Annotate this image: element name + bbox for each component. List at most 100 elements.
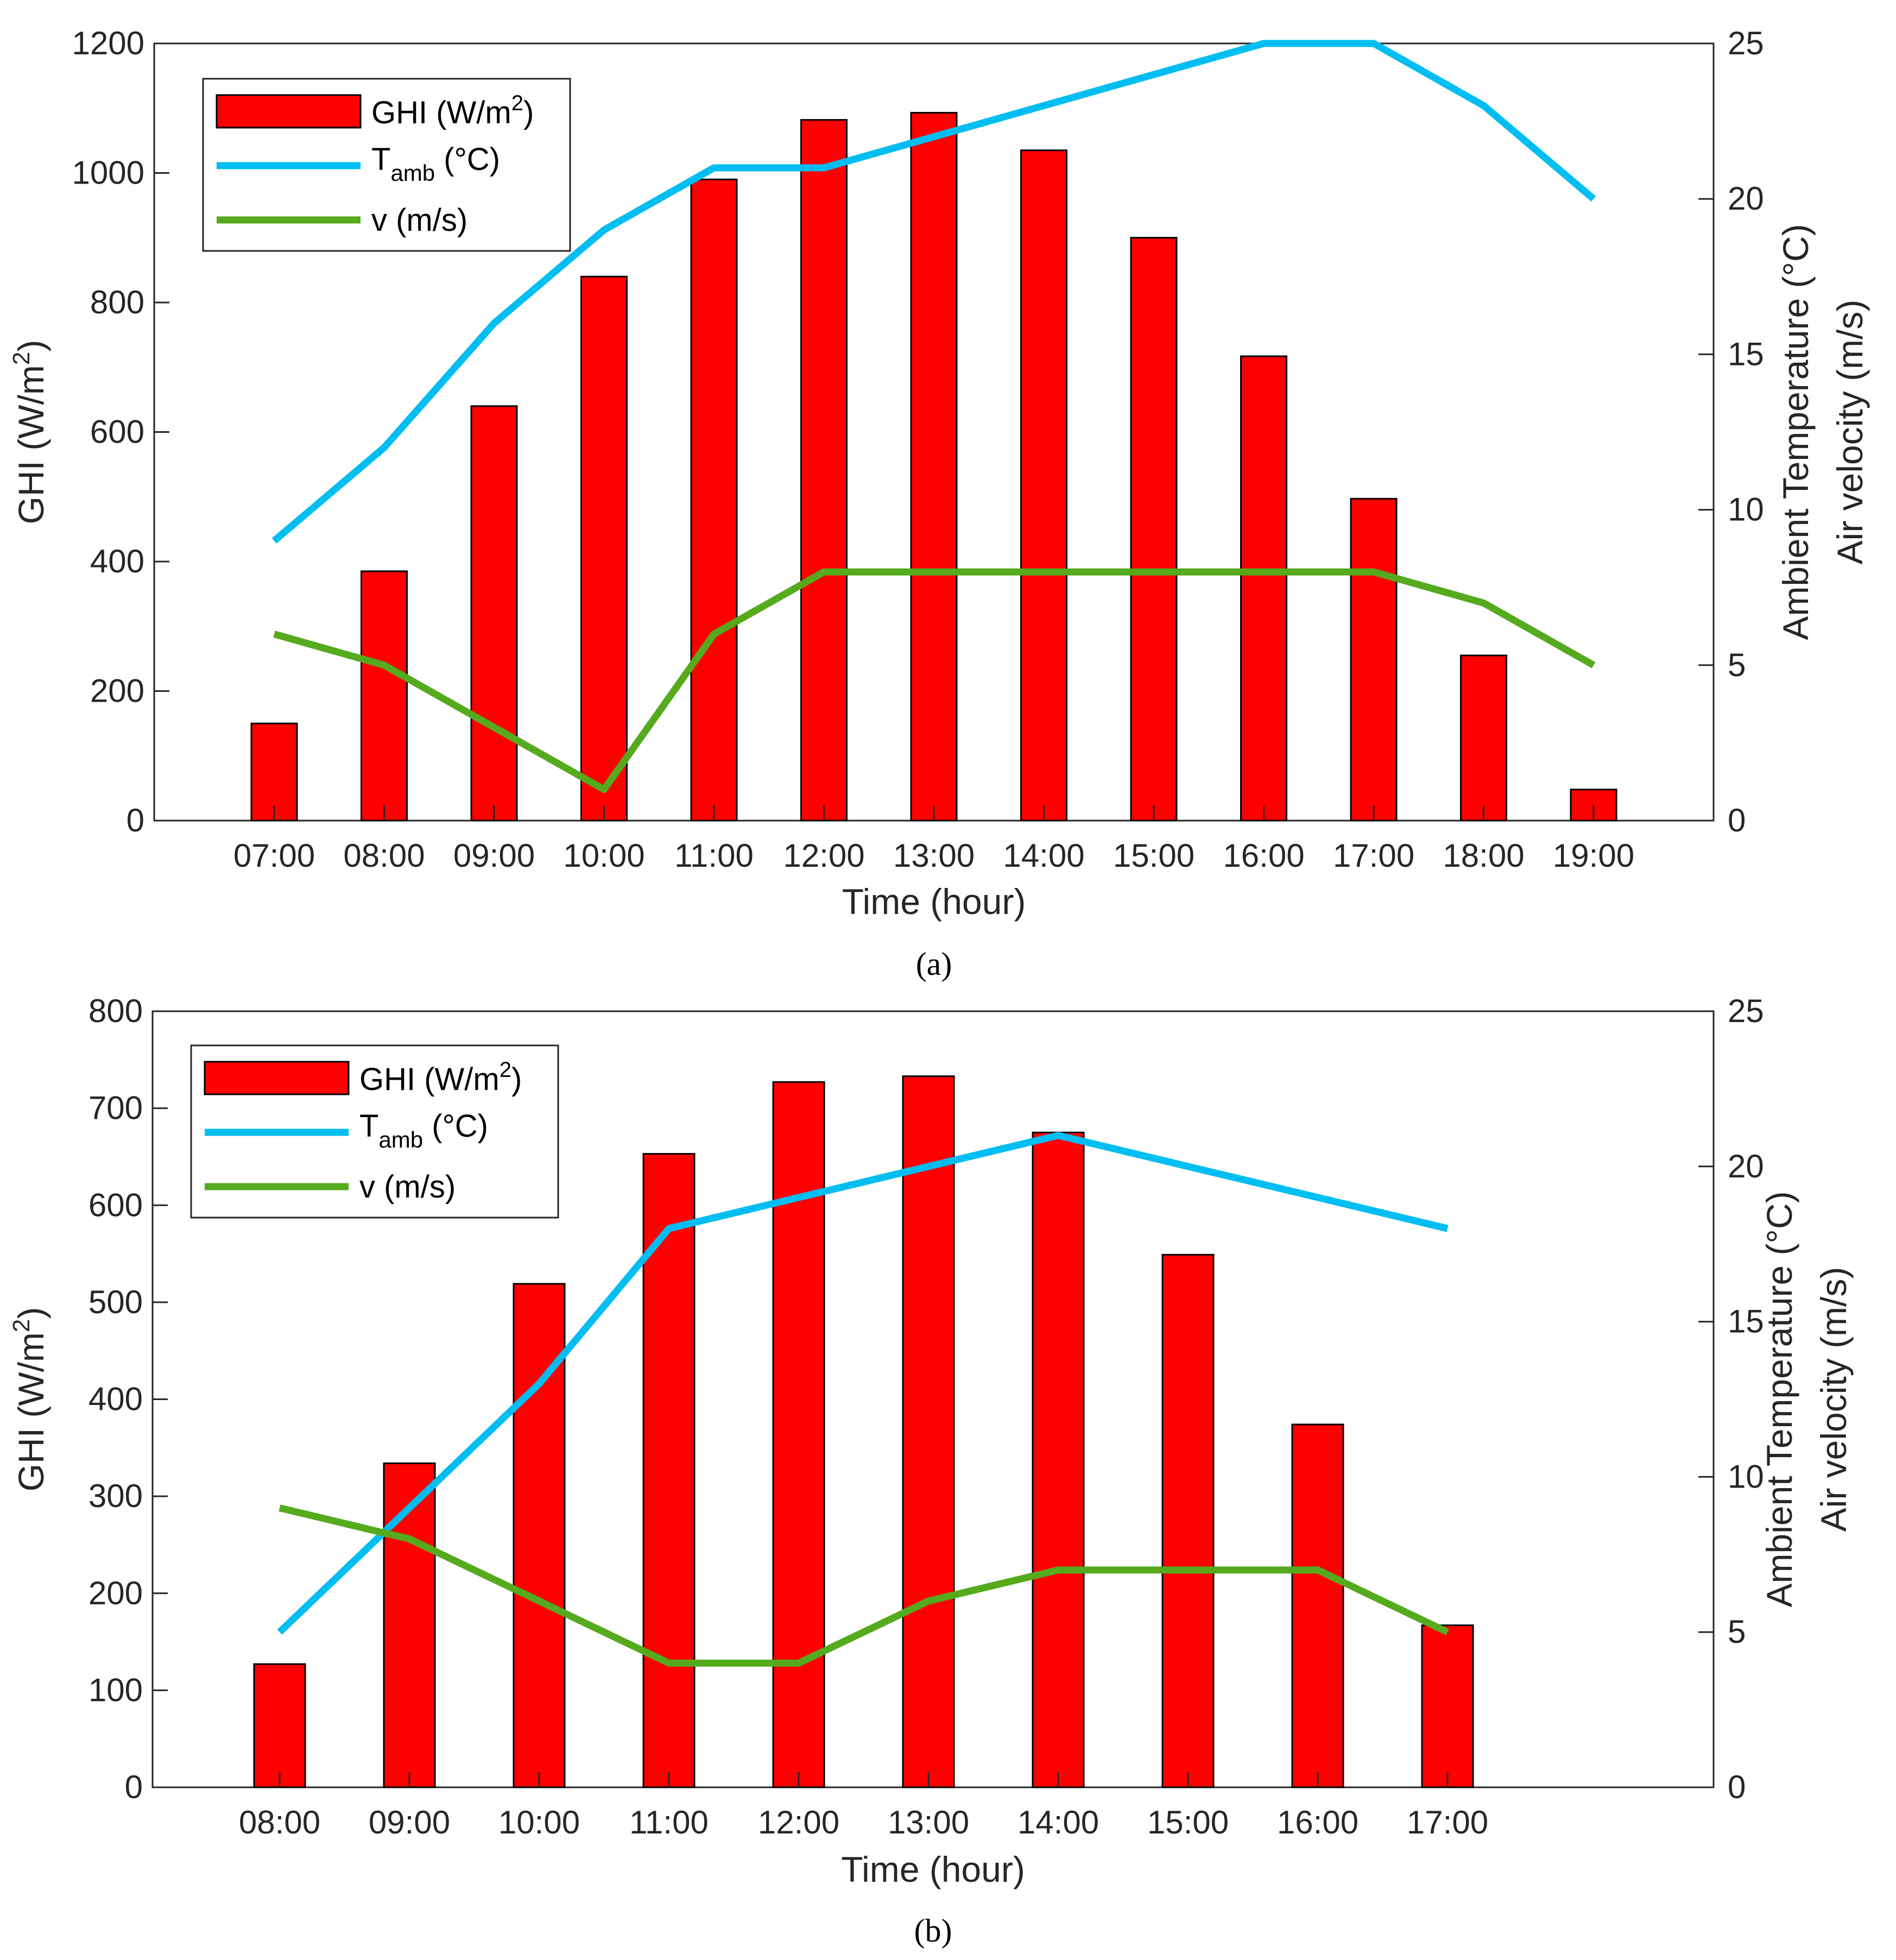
legend-velocity-label: v (m/s) [371,203,467,238]
left-y-tick-label: 300 [89,1478,143,1514]
legend-velocity-label: v (m/s) [359,1169,456,1205]
legend-ghi-sup: 2 [500,1058,511,1082]
left-y-tick-label: 800 [90,284,144,320]
tamb-line [277,1132,1449,1635]
right-y-axis-title-temperature: Ambient Temperature (°C) [1775,224,1816,640]
x-tick-label: 15:00 [1147,1804,1229,1841]
ghi-bar [910,112,958,822]
left-y-title-sup: 2 [8,1319,35,1332]
left-y-tick-label: 1200 [72,25,144,61]
legend-tamb-end: (°C) [435,142,500,177]
x-tick-label: 13:00 [888,1804,969,1841]
x-tick-label: 07:00 [233,837,315,874]
legend-tamb-main: T [371,142,390,177]
legend: GHI (W/m2) Tamb (°C) v (m/s) [190,1044,559,1219]
x-tick-label: 18:00 [1443,837,1524,874]
ghi-bar [800,119,848,822]
x-tick-label: 11:00 [674,837,754,874]
x-tick-label: 11:00 [629,1804,709,1841]
left-y-axis-title: GHI (W/m2) [8,340,51,525]
ghi-bar [470,405,518,822]
right-y-tick-label: 0 [1728,802,1746,839]
x-tick-label: 08:00 [343,837,425,874]
right-y-tick-label: 0 [1728,1769,1746,1805]
x-tick-label: 10:00 [498,1804,580,1841]
legend-tamb-main: T [359,1108,378,1144]
ghi-bar [1350,497,1398,822]
legend-ghi-label: GHI (W/m2) [371,91,534,130]
ghi-bar [772,1081,825,1788]
legend-ghi-main: GHI (W/m [359,1062,500,1097]
x-tick-label: 14:00 [1003,837,1084,874]
left-y-axis-title: GHI (W/m2) [8,1307,51,1492]
ghi-bar [361,570,408,822]
left-y-title-end: ) [11,340,51,352]
right-y-tick-label: 20 [1728,180,1764,217]
x-tick-label: 12:00 [783,837,864,874]
x-tick-label: 16:00 [1277,1804,1358,1841]
legend: GHI (W/m2) Tamb (°C) v (m/s) [202,78,571,252]
velocity-line [273,568,1596,793]
left-y-tick-label: 500 [89,1284,143,1320]
ghi-bar [580,275,628,822]
right-y-tick-label: 5 [1728,647,1746,683]
left-y-tick-label: 1000 [72,155,144,191]
chart-panel-b: 0 100 200 300 400 500 600 700 800 0 5 10 15 20 25 08:00… [8,993,1854,1949]
panel-label: (b) [914,1913,952,1949]
ghi-bar [383,1462,436,1788]
legend-ghi-swatch [216,94,362,129]
x-axis-title: Time (hour) [841,1849,1025,1889]
ghi-bar [690,178,738,822]
left-y-tick-label: 700 [89,1090,143,1126]
right-y-tick-label: 10 [1728,1458,1764,1495]
ghi-bar [1020,149,1067,822]
left-y-tick-label: 100 [89,1672,143,1708]
ghi-bar [1291,1423,1344,1788]
right-y-axis-title-velocity: Air velocity (m/s) [1813,1267,1854,1532]
x-tick-label: 16:00 [1223,837,1304,874]
left-y-tick-label: 600 [89,1187,143,1223]
left-y-tick-label: 400 [89,1381,143,1417]
x-tick-label: 13:00 [893,837,975,874]
right-y-tick-label: 10 [1728,491,1764,528]
ghi-bar [1421,1624,1474,1788]
left-y-tick-label: 800 [89,993,143,1029]
x-tick-label: 14:00 [1017,1804,1099,1841]
right-y-tick-label: 5 [1728,1614,1746,1650]
legend-ghi-sup: 2 [511,91,523,115]
left-y-tick-label: 200 [89,1575,143,1611]
right-y-tick-label: 25 [1728,993,1764,1029]
velocity-line [279,1504,1449,1667]
x-tick-label: 17:00 [1333,837,1414,874]
left-y-title-main: GHI (W/m [11,1332,51,1491]
right-y-tick-label: 15 [1728,1303,1764,1340]
panel-label: (a) [916,946,952,982]
ghi-bar [1240,355,1287,822]
ghi-bar [253,1663,306,1788]
legend-tamb-sub: amb [390,160,435,186]
ghi-bar [250,722,298,822]
x-tick-label: 19:00 [1553,837,1634,874]
x-tick-label: 15:00 [1113,837,1195,874]
legend-ghi-main: GHI (W/m [371,95,511,130]
legend-ghi-swatch [204,1061,350,1095]
ghi-bar [1032,1131,1085,1788]
x-tick-label: 10:00 [563,837,644,874]
legend-ghi-end: ) [523,95,534,130]
tamb-line [271,40,1596,544]
left-y-tick-label: 0 [125,1769,143,1805]
right-y-tick-label: 20 [1728,1148,1764,1184]
right-y-axis-title-temperature: Ambient Temperature (°C) [1759,1191,1799,1607]
x-axis-title: Time (hour) [842,881,1026,922]
x-tick-label: 12:00 [758,1804,839,1841]
legend-tamb-sub: amb [378,1127,423,1152]
x-tick-label: 09:00 [369,1804,450,1841]
x-tick-label: 08:00 [239,1804,320,1841]
left-y-tick-label: 400 [90,543,144,579]
left-y-title-sup: 2 [8,352,35,365]
right-y-axis-title-velocity: Air velocity (m/s) [1830,300,1870,565]
ghi-bar [902,1075,955,1788]
legend-ghi-end: ) [511,1062,522,1097]
left-y-title-main: GHI (W/m [11,365,51,524]
